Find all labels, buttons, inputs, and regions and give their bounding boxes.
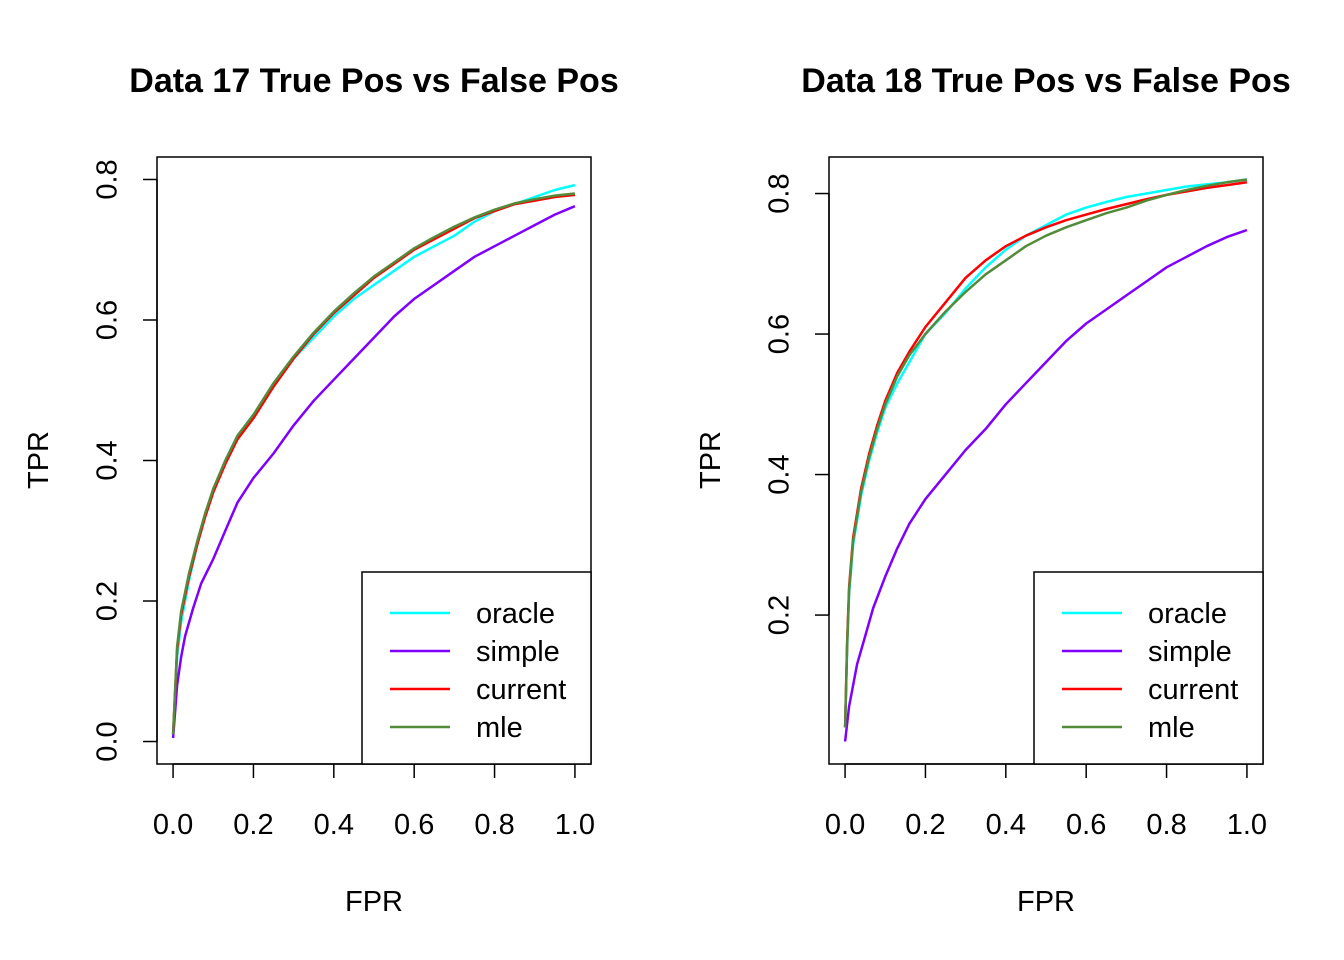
legend: oracle simple current mle <box>1033 571 1264 765</box>
series-line-simple <box>171 205 576 739</box>
x-tick-label: 0.8 <box>1146 809 1186 841</box>
legend-label-mle: mle <box>1148 712 1195 744</box>
x-tick-label: 1.0 <box>1227 809 1267 841</box>
y-tick-label: 0.6 <box>92 300 124 340</box>
x-tick-label: 0.4 <box>314 809 354 841</box>
x-tick-label: 0.6 <box>1066 809 1106 841</box>
y-axis-label: TPR <box>23 431 55 489</box>
legend-label-oracle: oracle <box>1148 598 1227 630</box>
series-line-mle <box>171 192 576 735</box>
legend-label-oracle: oracle <box>476 598 555 630</box>
y-tick-label: 0.4 <box>764 454 796 494</box>
legend-box <box>1033 571 1264 765</box>
x-axis-label: FPR <box>1017 886 1075 918</box>
x-tick-label: 0.2 <box>233 809 273 841</box>
y-tick-label: 0.8 <box>764 173 796 213</box>
chart-title: Data 17 True Pos vs False Pos <box>129 62 618 100</box>
x-axis-label: FPR <box>345 886 403 918</box>
legend-box <box>361 571 592 765</box>
x-tick-label: 0.2 <box>905 809 945 841</box>
x-tick-label: 0.0 <box>153 809 193 841</box>
y-tick-label: 0.6 <box>764 314 796 354</box>
y-tick-label: 0.2 <box>92 581 124 621</box>
y-axis-label: TPR <box>695 431 727 489</box>
x-tick-label: 0.8 <box>474 809 514 841</box>
legend-label-current: current <box>476 674 566 706</box>
chart-title: Data 18 True Pos vs False Pos <box>801 62 1290 100</box>
chart-panel-data-17: Data 17 True Pos vs False Pos FPR TPR 0.… <box>23 62 619 918</box>
legend-label-mle: mle <box>476 712 523 744</box>
x-tick-label: 0.4 <box>986 809 1026 841</box>
series-line-simple <box>843 228 1248 742</box>
x-tick-label: 1.0 <box>555 809 595 841</box>
legend: oracle simple current mle <box>361 571 592 765</box>
x-tick-label: 0.6 <box>394 809 434 841</box>
y-tick-label: 0.0 <box>92 721 124 761</box>
chart-panel-data-18: Data 18 True Pos vs False Pos FPR TPR 0.… <box>695 62 1291 918</box>
legend-label-simple: simple <box>476 636 560 668</box>
series-line-mle <box>843 178 1248 728</box>
y-tick-label: 0.2 <box>764 595 796 635</box>
x-tick-label: 0.0 <box>825 809 865 841</box>
legend-label-current: current <box>1148 674 1238 706</box>
y-tick-label: 0.4 <box>92 440 124 480</box>
legend-label-simple: simple <box>1148 636 1232 668</box>
y-tick-label: 0.8 <box>92 159 124 199</box>
